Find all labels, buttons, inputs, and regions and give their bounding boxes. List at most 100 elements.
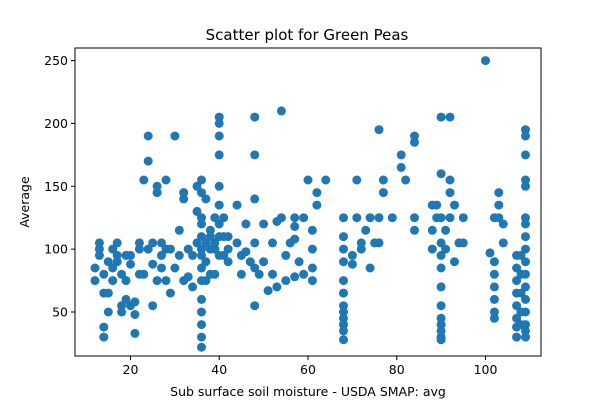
scatter-point <box>201 276 211 286</box>
scatter-point <box>232 200 242 210</box>
scatter-point <box>489 269 499 279</box>
scatter-point <box>299 269 309 279</box>
x-axis-label: Sub surface soil moisture - USDA SMAP: a… <box>170 384 446 399</box>
scatter-point <box>339 307 348 317</box>
scatter-point <box>521 150 530 160</box>
scatter-point <box>241 247 251 257</box>
scatter-point <box>339 276 348 286</box>
scatter-point <box>192 181 202 191</box>
scatter-point <box>410 137 419 147</box>
y-tick-label: 150 <box>44 179 68 194</box>
scatter-point <box>250 194 260 204</box>
scatter-point <box>263 286 273 296</box>
scatter-point <box>99 332 109 342</box>
scatter-point <box>174 250 184 260</box>
scatter-point <box>339 288 348 298</box>
scatter-point <box>312 200 322 210</box>
scatter-point <box>512 276 522 286</box>
scatter-point <box>432 200 442 210</box>
scatter-point <box>512 263 522 273</box>
scatter-point <box>130 310 140 319</box>
scatter-point <box>436 335 446 345</box>
scatter-point <box>214 181 224 191</box>
scatter-point <box>436 250 446 260</box>
scatter-point <box>489 294 499 304</box>
x-tick-label: 20 <box>123 362 139 377</box>
scatter-point <box>516 250 526 260</box>
scatter-point <box>108 244 118 254</box>
scatter-point <box>516 288 526 298</box>
scatter-point <box>401 175 411 185</box>
scatter-point <box>179 188 189 198</box>
scatter-point <box>339 257 348 267</box>
scatter-point <box>498 219 508 229</box>
scatter-point <box>410 225 419 235</box>
scatter-point <box>521 269 530 279</box>
scatter-point <box>148 301 158 311</box>
scatter-point <box>481 56 490 66</box>
scatter-point <box>143 244 153 254</box>
y-tick-label: 100 <box>44 242 68 257</box>
scatter-point <box>152 188 162 198</box>
scatter-point <box>489 257 499 267</box>
scatter-point <box>436 320 446 330</box>
scatter-point <box>427 225 437 235</box>
scatter-point <box>250 238 260 248</box>
scatter-point <box>365 263 375 273</box>
scatter-point <box>143 156 153 166</box>
scatter-point <box>183 244 193 254</box>
scatter-point <box>108 276 118 286</box>
scatter-point <box>197 294 206 304</box>
scatter-point <box>201 194 211 204</box>
scatter-point <box>374 213 384 223</box>
scatter-point <box>521 232 530 242</box>
scatter-point <box>205 225 215 235</box>
scatter-point <box>458 213 468 223</box>
scatter-point <box>254 269 264 279</box>
scatter-point <box>214 150 224 160</box>
scatter-point <box>512 301 522 311</box>
scatter-point <box>139 175 149 185</box>
scatter-point <box>521 219 530 229</box>
scatter-point <box>427 244 437 254</box>
scatter-point <box>223 232 233 242</box>
scatter-point <box>232 238 242 248</box>
scatter-point <box>259 219 269 229</box>
scatter-point <box>521 294 530 304</box>
scatter-point <box>241 219 251 229</box>
scatter-point <box>512 332 522 342</box>
scatter-point <box>117 307 127 317</box>
scatter-point <box>250 150 260 160</box>
scatter-point <box>214 131 224 141</box>
scatter-point <box>157 238 166 248</box>
scatter-point <box>321 175 331 185</box>
scatter-point <box>521 181 530 191</box>
y-tick-label: 250 <box>44 53 68 68</box>
scatter-point <box>179 194 189 204</box>
scatter-point <box>498 238 508 248</box>
scatter-point <box>214 118 224 128</box>
scatter-point <box>374 238 384 248</box>
scatter-point <box>307 263 317 273</box>
scatter-point <box>250 112 260 122</box>
scatter-point <box>205 232 215 242</box>
scatter-point <box>126 250 135 260</box>
scatter-point <box>99 269 109 279</box>
scatter-point <box>197 263 206 273</box>
scatter-point <box>458 238 468 248</box>
scatter-point <box>117 269 127 279</box>
scatter-point <box>197 320 206 330</box>
scatter-point <box>356 244 366 254</box>
scatter-point <box>148 259 158 269</box>
scatter-point <box>117 301 127 311</box>
scatter-point <box>197 232 206 242</box>
scatter-point <box>521 326 530 336</box>
scatter-point <box>210 244 220 254</box>
scatter-point <box>352 213 362 223</box>
scatter-point <box>441 225 451 235</box>
scatter-point <box>259 257 269 267</box>
scatter-point <box>268 269 277 279</box>
scatter-point <box>521 332 530 342</box>
scatter-point <box>290 213 300 223</box>
scatter-point <box>214 112 224 122</box>
